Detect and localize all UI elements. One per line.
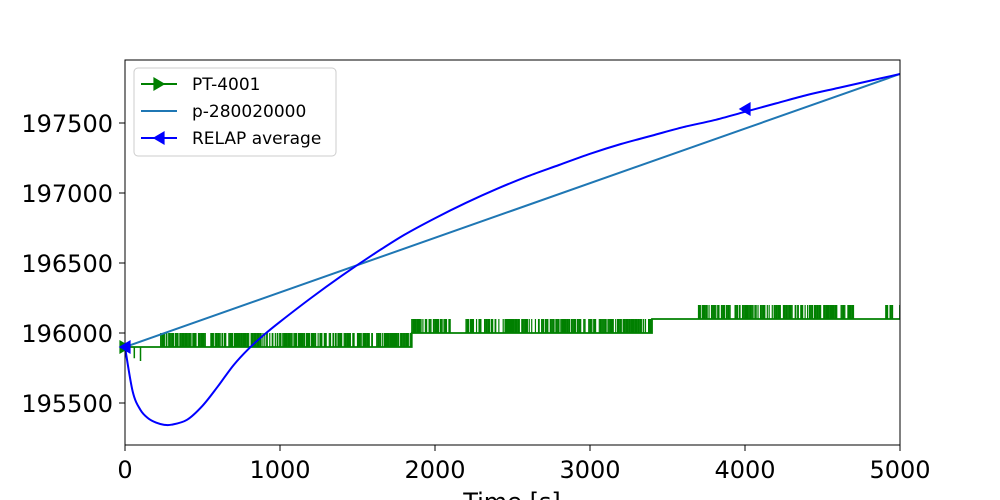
marker-relap-average bbox=[738, 102, 751, 116]
series-noise-pt-4001 bbox=[465, 319, 614, 333]
x-tick-label: 2000 bbox=[404, 456, 465, 484]
legend-label: PT-4001 bbox=[192, 75, 260, 95]
y-tick-label: 196500 bbox=[21, 250, 113, 278]
x-axis-title: Time [s] bbox=[462, 488, 561, 500]
series-spike-pt-4001 bbox=[133, 347, 142, 361]
legend-box bbox=[133, 67, 337, 157]
series-noise-pt-4001 bbox=[612, 319, 653, 333]
legend-label: p-280020000 bbox=[192, 102, 306, 122]
legend: PT-4001 p-280020000 RELAP average bbox=[133, 67, 337, 157]
series-noise-pt-4001 bbox=[697, 305, 855, 319]
y-tick-label: 196000 bbox=[21, 320, 113, 348]
plot-area bbox=[125, 73, 900, 427]
y-tick-label: 197000 bbox=[21, 180, 113, 208]
x-tick-label: 3000 bbox=[559, 456, 620, 484]
series-line-relap-average bbox=[125, 73, 900, 427]
x-tick-label: 0 bbox=[117, 456, 132, 484]
axes: 0 1000 2000 3000 4000 5000 195500 196000 196500 1… bbox=[21, 59, 931, 484]
legend-marker bbox=[153, 77, 166, 91]
y-tick-label: 197500 bbox=[21, 110, 113, 138]
legend-label: RELAP average bbox=[192, 129, 321, 149]
series-noise-pt-4001 bbox=[885, 305, 894, 319]
marker-relap-average bbox=[118, 340, 131, 354]
plot-frame bbox=[124, 59, 901, 446]
series-noise-pt-4001 bbox=[356, 333, 413, 347]
x-tick-label: 1000 bbox=[249, 456, 310, 484]
series-line-p-280020000 bbox=[125, 73, 900, 348]
markers bbox=[118, 102, 751, 354]
series-noise-pt-4001 bbox=[160, 333, 355, 347]
x-tick-label: 4000 bbox=[714, 456, 775, 484]
series-noise-pt-4001 bbox=[411, 319, 451, 333]
y-tick-label: 195500 bbox=[21, 390, 113, 418]
legend-marker bbox=[152, 131, 165, 145]
x-tick-label: 5000 bbox=[869, 456, 930, 484]
